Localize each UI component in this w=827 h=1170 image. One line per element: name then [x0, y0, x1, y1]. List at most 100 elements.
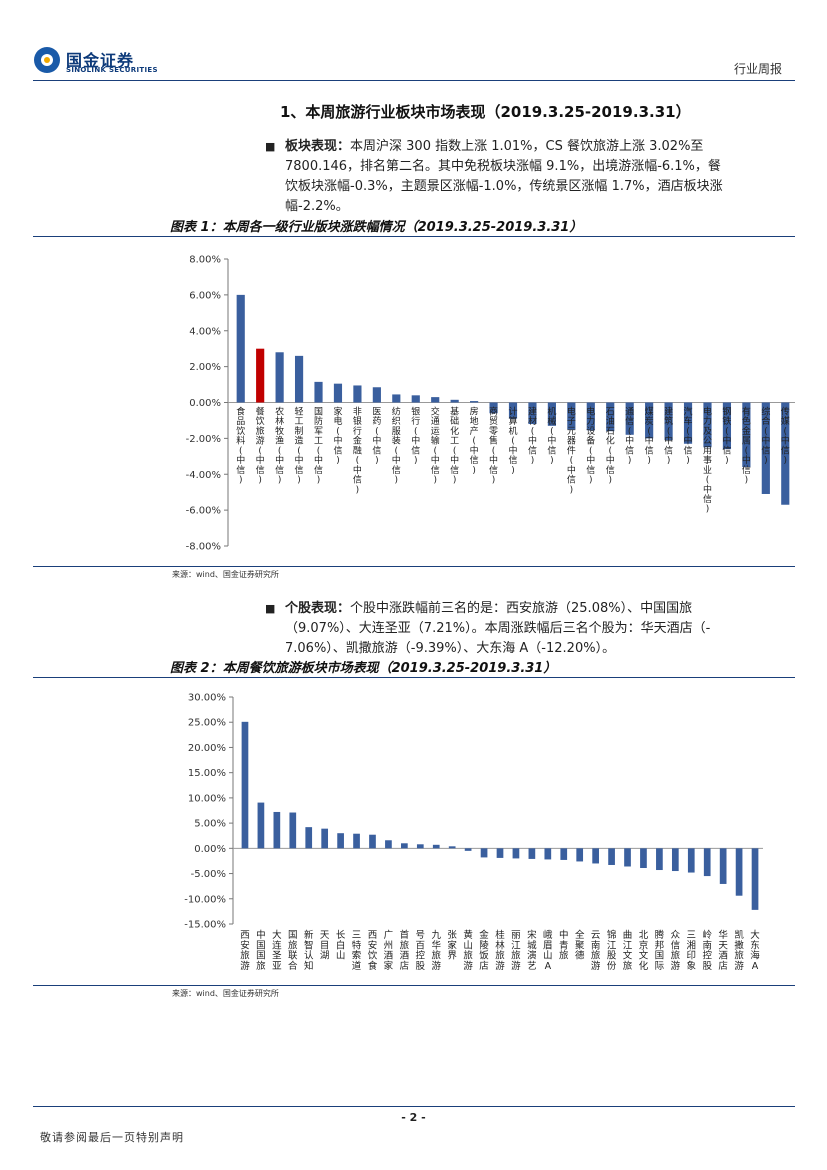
disclaimer-note: 敬请参阅最后一页特别声明 [40, 1131, 184, 1144]
bar-石油石化(中信) [606, 402, 615, 432]
category-label: 餐饮旅游(中信) [256, 406, 265, 486]
figure2-bottom-rule [33, 985, 795, 986]
bar-电子元器件(中信) [567, 402, 576, 430]
bar-计算机(中信) [508, 402, 518, 419]
bar-凯撒旅游 [735, 848, 743, 896]
category-label: 号百控股 [416, 930, 426, 972]
category-label: 房地产(中信) [470, 406, 479, 476]
bar-机械(中信) [547, 402, 556, 426]
bar-曲江文旅 [624, 848, 631, 867]
category-label: 岭南控股 [702, 929, 712, 972]
bar-宋城演艺 [528, 848, 536, 859]
category-label: 医药(中信) [372, 407, 381, 467]
bar-轻工制造(中信) [294, 355, 304, 403]
bar-基础化工(中信) [450, 399, 459, 403]
category-label: 腾邦国际 [655, 929, 665, 972]
category-label: 首旅酒店 [400, 929, 410, 972]
bar-电力设备(中信) [586, 402, 595, 431]
bar-三特索道 [353, 833, 360, 849]
category-label: 传媒(中信) [781, 406, 790, 467]
industry-performance-chart: 8.00% 6.00% 4.00% 2.00% 0.00% -2.00% -4.00% -6.… [186, 255, 795, 553]
company-logo-icon [34, 47, 60, 73]
bar-电力及公用事业(中信) [703, 402, 712, 448]
bar-房地产(中信) [470, 401, 479, 403]
category-label: 农林牧渔(中信) [275, 406, 284, 486]
y-tick-label: 0.00% [194, 844, 226, 855]
bar-号百控股 [416, 844, 424, 849]
bar-交通运输(中信) [431, 397, 440, 403]
bar-农林牧渔(中信) [275, 352, 284, 403]
category-label: 黄山旅游 [463, 929, 473, 972]
bar-综合(中信) [761, 402, 770, 494]
bar-餐饮旅游(中信) [256, 348, 265, 403]
y-tick-label: -8.00% [186, 542, 221, 553]
stock-performance-paragraph: ■ 个股表现：个股中涨跌幅前三名的是：西安旅游（25.08%）、中国国旅 （9.… [265, 601, 711, 656]
category-label: 有色金属(中信) [742, 406, 751, 486]
bar-首旅酒店 [401, 843, 408, 849]
y-tick-label: 25.00% [188, 718, 226, 729]
category-label: 新智认知 [304, 929, 314, 972]
bar-黄山旅游 [464, 848, 472, 851]
category-label: 汽车(中信) [684, 406, 693, 467]
category-label: 大连圣亚 [272, 929, 282, 972]
brand-name-cn: 国金证券 [66, 51, 135, 70]
bar-三湘印象 [687, 848, 695, 873]
category-label: 银行(中信) [411, 406, 420, 467]
y-tick-label: 8.00% [189, 255, 221, 266]
y-tick-label: -5.00% [191, 869, 226, 880]
category-label: 云南旅游 [591, 930, 601, 972]
bar-众信旅游 [671, 848, 679, 872]
bar-国旅联合 [289, 812, 297, 849]
category-label: 计算机(中信) [508, 406, 517, 476]
category-label: 西安旅游 [240, 930, 250, 972]
bar-食品饮料(中信) [236, 294, 245, 403]
report-type-label: 行业周报 [733, 62, 782, 76]
category-label: 全聚德 [575, 929, 585, 962]
category-label: 广州酒家 [384, 929, 394, 972]
bar-金陵饭店 [480, 848, 488, 858]
brand-name-en: SINOLINK SECURITIES [66, 66, 158, 74]
category-label: 长白山 [336, 929, 346, 962]
bar-商贸零售(中信) [489, 402, 498, 414]
bar-传媒(中信) [781, 402, 790, 505]
figure2-source: 来源：wind、国金证券研究所 [172, 989, 279, 998]
category-label: 宋城演艺 [527, 929, 537, 972]
category-label: 桂林旅游 [495, 929, 505, 972]
para-lead: 个股表现： [285, 601, 351, 616]
bar-建筑(中信) [664, 402, 673, 441]
category-label: 国旅联合 [288, 930, 298, 972]
bar-锦江股份 [608, 848, 615, 865]
category-label: 轻工制造(中信) [295, 406, 304, 486]
bar-全聚德 [576, 848, 584, 862]
y-tick-label: 10.00% [188, 793, 226, 804]
category-label: 机械(中信) [547, 406, 556, 467]
y-tick-label: -10.00% [184, 894, 226, 905]
category-label: 电力及公用事业(中信) [703, 406, 712, 515]
bar-长白山 [337, 833, 344, 849]
category-label: 中国国旅 [256, 929, 266, 972]
bar-中青旅 [560, 848, 568, 860]
y-tick-label: 5.00% [194, 819, 226, 830]
category-label: 钢铁(中信) [722, 406, 731, 467]
category-label: 天目湖 [320, 930, 330, 962]
bar-国防军工(中信) [314, 381, 323, 403]
category-label: 金陵饭店 [479, 929, 489, 972]
figure1-source: 来源：wind、国金证券研究所 [172, 570, 279, 579]
category-label: 非银行金融(中信) [353, 406, 362, 496]
figure2-title: 图表 2：本周餐饮旅游板块市场表现（2019.3.25-2019.3.31） [170, 661, 557, 676]
bar-腾邦国际 [656, 848, 663, 871]
y-tick-label: 30.00% [188, 693, 226, 704]
para-lead: 板块表现： [285, 139, 351, 154]
category-label: 三特索道 [352, 930, 362, 972]
square-bullet-icon: ■ [265, 140, 276, 153]
category-label: 北京文化 [639, 930, 649, 972]
bar-广州酒家 [385, 840, 392, 849]
category-label: 峨眉山 A [543, 929, 553, 972]
category-label: 凯撒旅游 [734, 929, 744, 972]
footer-divider [33, 1106, 795, 1107]
bar-峨眉山A [544, 848, 552, 860]
y-tick-label: -15.00% [184, 920, 226, 931]
category-label: 众信旅游 [671, 930, 681, 972]
bar-非银行金融(中信) [353, 385, 362, 403]
category-label: 曲江文旅 [623, 930, 633, 972]
